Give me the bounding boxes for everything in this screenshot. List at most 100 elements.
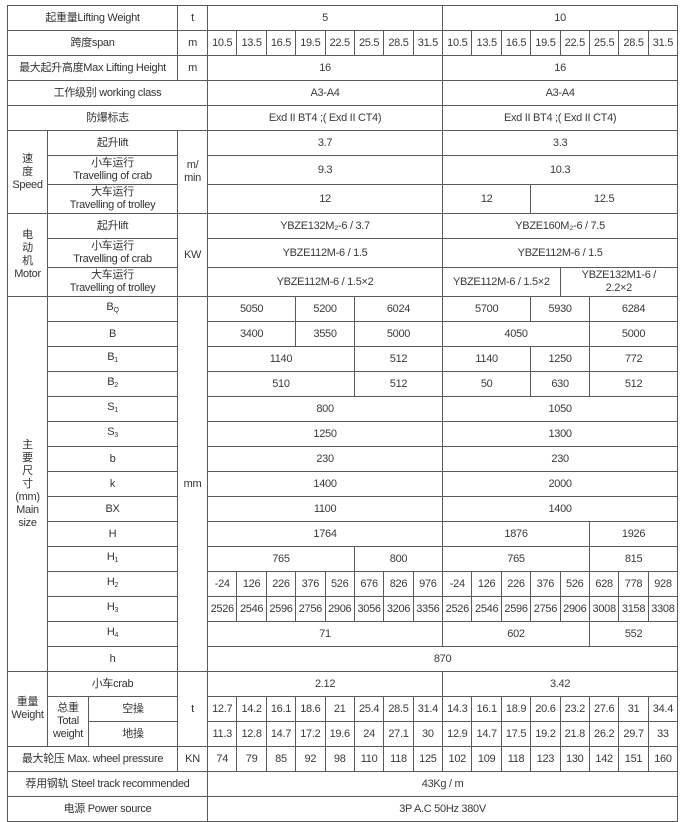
value-cell: 16.1: [471, 696, 502, 722]
value-cell: A3-A4: [207, 80, 444, 106]
value-text: 552: [624, 627, 643, 640]
value-cell: 19.5: [295, 30, 326, 56]
table-row: BX 1100 1400: [8, 496, 679, 522]
value-text: 74: [216, 752, 229, 765]
value-cell: 3158: [618, 596, 649, 622]
table-row: 小车运行 Travelling of crab 9.3 10.3: [8, 155, 679, 185]
value-cell: A3-A4: [442, 80, 679, 106]
value-text: 3356: [416, 602, 440, 615]
row-label-cell: 大车运行 Travelling of trolley: [46, 184, 179, 214]
value-cell: 230: [442, 446, 679, 472]
value-text: 1140: [475, 352, 498, 365]
value-text: 126: [242, 577, 261, 590]
value-cell: 50: [442, 371, 532, 397]
value-cell: 118: [383, 746, 414, 772]
value-text: 928: [654, 577, 672, 590]
label-text: 总重 Total weight: [53, 702, 83, 740]
value-cell: 630: [530, 371, 590, 397]
table-row: 工作级别 working class A3-A4 A3-A4: [6, 80, 679, 106]
value-cell: 2596: [265, 596, 297, 622]
value-text: 27.1: [388, 727, 409, 740]
row-label-cell: 总重 Total weight: [47, 696, 89, 747]
label-text: B: [106, 301, 114, 313]
value-text: 2526: [210, 602, 235, 615]
value-cell: 17.5: [500, 721, 532, 747]
label-text: B: [108, 327, 117, 340]
value-text: 3P A.C 50Hz 380V: [399, 802, 486, 815]
value-text: 16: [319, 61, 331, 74]
value-text: 526: [330, 577, 349, 590]
value-cell: 28.5: [383, 696, 414, 722]
value-text: A3-A4: [545, 86, 575, 99]
value-text: A3-A4: [310, 86, 340, 99]
value-cell: 31.5: [647, 30, 679, 56]
value-text: 1876: [504, 527, 528, 540]
value-text: 2546: [475, 602, 499, 615]
value-cell: 5000: [588, 321, 679, 347]
row-label-cell: m: [177, 55, 209, 81]
value-cell: YBZE132M1-6 / 2.2×2: [559, 267, 679, 297]
row-label-cell: 大车运行 Travelling of trolley: [46, 267, 179, 297]
value-cell: 126: [471, 571, 502, 597]
value-text: 25.4: [358, 702, 380, 715]
value-text: -24: [214, 577, 230, 590]
row-label-cell: 电 动 机 Motor: [7, 213, 48, 297]
table-row: 起重量Lifting Weight t 5 10: [6, 5, 679, 31]
label-text: 大车运行 Travelling of trolley: [69, 186, 156, 211]
value-cell: 13.5: [236, 30, 267, 56]
label-subscript: 1: [114, 357, 118, 364]
table-row: h 870: [8, 646, 679, 672]
row-label-cell: t: [177, 5, 209, 31]
row-label-cell: B2: [46, 371, 179, 397]
value-text: 1764: [313, 527, 337, 540]
row-label-cell: 最大起升高度Max Lifting Height: [6, 55, 179, 81]
label-text: 电 动 机 Motor: [14, 229, 41, 280]
table-row: 地操 11.3 12.8 14.7 17.2 19.6 24 27.1 30 12.9 14.7 17…: [8, 721, 679, 747]
value-text: 826: [389, 577, 408, 590]
value-cell: 1140: [207, 346, 355, 372]
value-text: 24: [363, 727, 375, 740]
value-text: 5000: [386, 327, 411, 340]
value-cell: 815: [588, 546, 679, 572]
label-text: 跨度span: [70, 36, 115, 49]
row-label-cell: H1: [46, 546, 179, 572]
value-cell: 16.5: [265, 30, 297, 56]
value-text: 25.5: [594, 36, 615, 49]
table-row: 大车运行 Travelling of trolley 12 12 12.5: [8, 184, 679, 214]
value-text: 21: [333, 702, 346, 715]
table-row: B 3400 3550 5000 4050 5000: [8, 321, 679, 347]
value-text: 778: [624, 577, 643, 590]
value-text: 9.3: [317, 163, 333, 176]
value-cell: 3.7: [207, 130, 444, 156]
value-text: 50: [480, 377, 493, 390]
row-label-cell: 防爆标志: [6, 105, 209, 131]
value-cell: 33: [647, 721, 679, 747]
value-text: 3308: [651, 602, 675, 615]
value-cell: 123: [530, 746, 561, 772]
value-text: 3008: [592, 602, 617, 615]
label-text: 小车crab: [91, 677, 134, 690]
value-text: 2526: [445, 602, 470, 615]
value-text: 26.2: [594, 727, 615, 740]
value-text: 16.5: [270, 36, 292, 49]
value-cell: 1050: [442, 396, 679, 422]
value-cell: 25.5: [353, 30, 385, 56]
value-cell: 85: [265, 746, 297, 772]
value-cell: 1300: [442, 421, 679, 447]
value-cell: 12: [207, 184, 444, 214]
row-label-cell: S1: [46, 396, 179, 422]
value-cell: 29.7: [618, 721, 649, 747]
value-cell: 976: [412, 571, 444, 597]
table-row: 电源 Power source 3P A.C 50Hz 380V: [6, 796, 679, 822]
value-text: 27.6: [594, 702, 615, 715]
value-cell: 14.2: [236, 696, 267, 722]
value-cell: 22.5: [559, 30, 590, 56]
value-cell: 602: [442, 621, 590, 647]
row-label-cell: 最大轮压 Max. wheel pressure: [6, 746, 179, 772]
value-text: 5700: [475, 302, 499, 315]
value-cell: 18.9: [500, 696, 532, 722]
value-text: 29.7: [623, 727, 644, 740]
value-text: 22.5: [564, 36, 586, 49]
value-text: 1250: [548, 352, 572, 365]
value-cell: 17.2: [295, 721, 326, 747]
